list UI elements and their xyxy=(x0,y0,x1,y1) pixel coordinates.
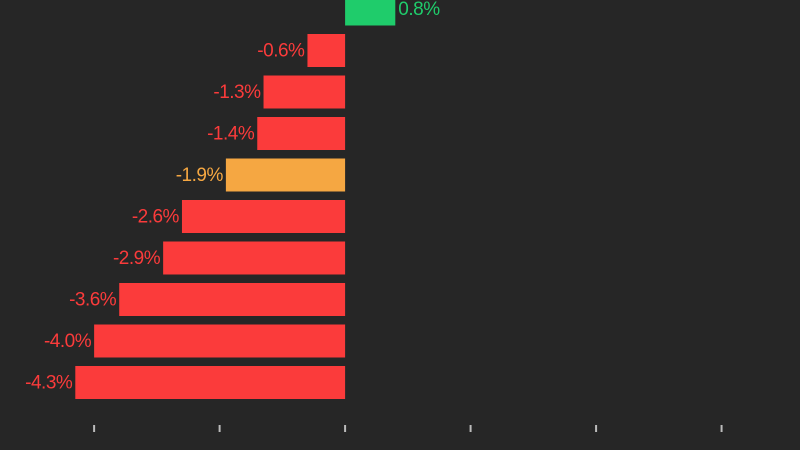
value-label: 0.8% xyxy=(398,0,440,20)
value-label: -4.3% xyxy=(25,373,73,394)
value-label: -1.9% xyxy=(176,165,224,186)
bar xyxy=(119,283,346,316)
bar xyxy=(94,324,346,358)
bar xyxy=(163,241,346,275)
value-label: -0.6% xyxy=(257,41,305,62)
bar xyxy=(225,158,346,192)
bar xyxy=(181,200,346,233)
bar xyxy=(257,117,346,150)
bar xyxy=(75,366,346,399)
value-label: -1.4% xyxy=(207,124,255,145)
bar xyxy=(307,34,346,67)
value-label: -2.6% xyxy=(132,207,180,228)
value-label: -4.0% xyxy=(44,331,92,352)
value-label: -1.3% xyxy=(213,82,261,103)
bar xyxy=(263,75,346,109)
bar xyxy=(345,0,396,26)
value-label: -2.9% xyxy=(113,248,161,269)
value-label: -3.6% xyxy=(69,290,117,311)
